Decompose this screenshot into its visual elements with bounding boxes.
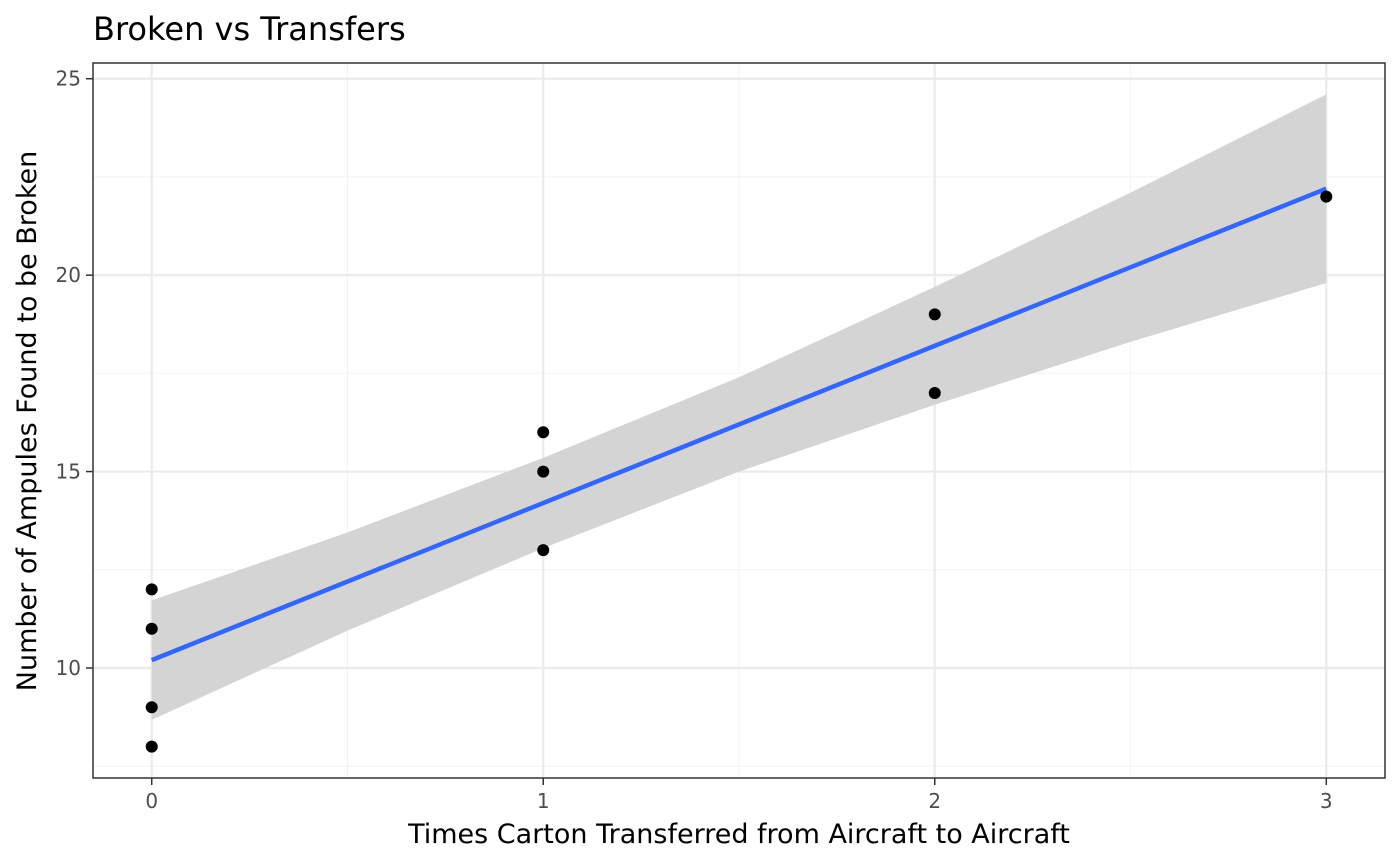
data-point bbox=[145, 701, 158, 714]
y-tick-label: 25 bbox=[56, 67, 81, 91]
data-point bbox=[145, 583, 158, 596]
x-tick-label: 3 bbox=[1320, 789, 1333, 813]
fit-line-layer bbox=[150, 186, 1328, 663]
confidence-band-layer bbox=[151, 94, 1327, 720]
x-tick-label: 1 bbox=[537, 789, 550, 813]
y-tick-label: 15 bbox=[56, 460, 81, 484]
data-point bbox=[145, 622, 158, 635]
grid-major bbox=[93, 63, 1385, 778]
chart-title: Broken vs Transfers bbox=[93, 10, 406, 48]
data-point bbox=[928, 387, 941, 399]
fit-line bbox=[150, 186, 1328, 663]
x-tick-label: 2 bbox=[928, 789, 941, 813]
y-tick-label: 20 bbox=[56, 263, 81, 287]
data-point bbox=[537, 426, 550, 439]
y-tick-label: 10 bbox=[56, 656, 81, 680]
points-layer bbox=[145, 190, 1333, 753]
y-axis-ticks: 10 15 20 25 bbox=[56, 67, 93, 680]
data-point bbox=[1320, 190, 1333, 203]
x-tick-label: 0 bbox=[145, 789, 158, 813]
data-point bbox=[145, 740, 158, 753]
y-axis-title: Number of Ampules Found to be Broken bbox=[12, 151, 43, 691]
x-axis-ticks: 0 1 2 3 bbox=[145, 778, 1333, 813]
confidence-band bbox=[151, 94, 1327, 720]
data-point bbox=[537, 544, 550, 557]
data-point bbox=[537, 465, 550, 478]
data-point bbox=[928, 308, 941, 321]
x-axis-title: Times Carton Transferred from Aircraft t… bbox=[407, 819, 1070, 850]
panel-border bbox=[92, 62, 1386, 779]
